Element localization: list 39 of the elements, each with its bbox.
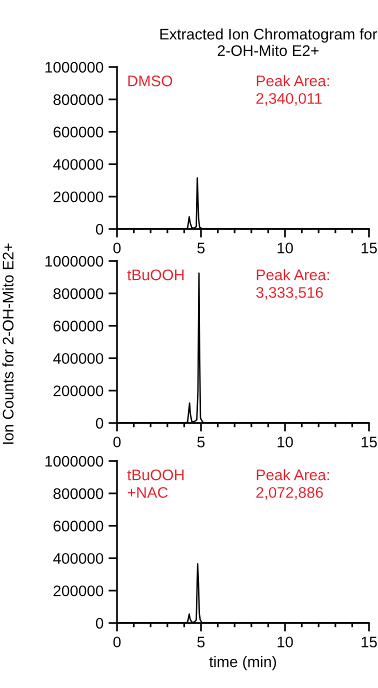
y-tick-label: 400000 [53,159,104,170]
x-tick-label: 10 [278,436,293,448]
chart-title: Extracted Ion Chromatogram for 2-OH-Mito E2+ [160,28,378,56]
annotation: Peak Area: 3,333,516 [256,269,329,300]
x-tick-label: 5 [197,242,205,254]
x-tick-label: 15 [362,242,377,254]
y-tick-label: 600000 [54,320,104,332]
y-axis-title: Ion Counts for 2-OH-Mito E2+ [2,243,14,444]
x-tick-label: 15 [362,436,377,448]
y-tick-label: 0 [96,418,104,429]
y-tick-label: 600000 [54,520,104,532]
x-tick-label: 5 [197,636,205,648]
y-tick-label: 0 [96,224,104,235]
y-tick-label: 1000000 [46,256,104,267]
y-tick-label: 600000 [54,126,104,138]
y-tick-label: 400000 [53,553,104,564]
annotation: tBuOOH +NAC [127,470,184,498]
x-tick-label: 0 [113,436,121,448]
x-tick-label: 0 [113,636,121,648]
x-tick-label: 15 [362,636,377,648]
annotation: Peak Area: 2,340,011 [256,75,329,106]
y-tick-label: 1000000 [46,456,104,467]
y-tick-label: 0 [96,618,104,629]
y-tick-label: 400000 [53,353,104,364]
annotation: Peak Area: 2,072,886 [256,469,329,500]
annotation: DMSO [128,76,172,86]
x-tick-label: 0 [113,242,121,254]
y-tick-label: 800000 [53,94,104,106]
y-tick-label: 200000 [54,191,104,202]
y-tick-label: 1000000 [46,62,104,73]
x-tick-label: 5 [197,436,205,448]
y-tick-label: 200000 [54,385,104,396]
y-tick-label: 200000 [54,585,104,596]
y-tick-label: 800000 [53,488,104,500]
y-tick-label: 800000 [53,288,104,300]
x-tick-label: 10 [278,636,293,648]
annotation: tBuOOH [127,270,184,280]
x-tick-label: 10 [278,242,293,254]
x-axis-title: time (min) [209,656,276,670]
